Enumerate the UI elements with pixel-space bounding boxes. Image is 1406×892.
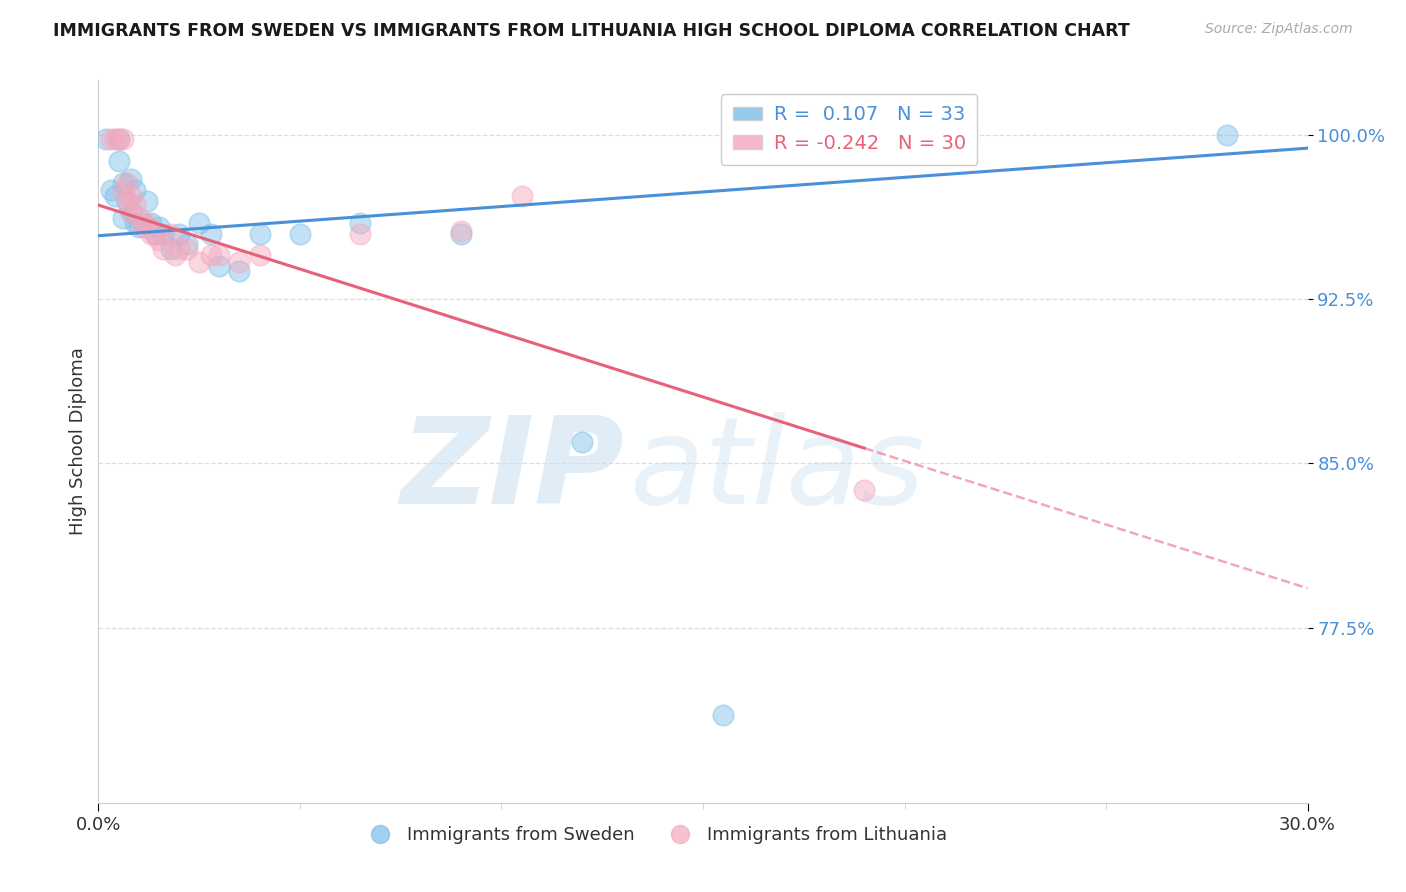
Point (128, 211, 150, 226)
Point (103, 189, 125, 203)
Point (120, 189, 142, 203)
Point (571, 434, 593, 449)
Text: ZIP: ZIP (401, 412, 624, 529)
Point (208, 248, 231, 262)
Text: Source: ZipAtlas.com: Source: ZipAtlas.com (1205, 22, 1353, 37)
Point (120, 204, 142, 219)
Point (143, 227, 166, 241)
Point (111, 132, 134, 146)
Point (163, 248, 186, 262)
Point (132, 219, 155, 234)
Point (135, 216, 157, 230)
Point (111, 176, 134, 190)
Legend: Immigrants from Sweden, Immigrants from Lithuania: Immigrants from Sweden, Immigrants from … (354, 819, 955, 852)
Point (167, 242, 190, 256)
Point (120, 171, 142, 186)
Point (100, 183, 122, 197)
Point (143, 227, 166, 241)
Point (853, 483, 876, 497)
Point (288, 227, 311, 241)
Point (188, 255, 211, 269)
Point (115, 194, 138, 208)
Point (139, 227, 162, 241)
Point (124, 198, 146, 212)
Point (1216, 128, 1239, 142)
Point (107, 132, 129, 146)
Point (249, 227, 271, 241)
Point (176, 242, 198, 256)
Text: IMMIGRANTS FROM SWEDEN VS IMMIGRANTS FROM LITHUANIA HIGH SCHOOL DIPLOMA CORRELAT: IMMIGRANTS FROM SWEDEN VS IMMIGRANTS FRO… (53, 22, 1130, 40)
Point (208, 260, 231, 274)
Point (107, 154, 129, 169)
Point (115, 194, 138, 208)
Point (139, 216, 162, 230)
Point (124, 216, 146, 230)
Point (152, 227, 174, 241)
Point (111, 183, 134, 197)
Point (450, 224, 472, 238)
Point (135, 194, 157, 208)
Point (160, 242, 183, 256)
Point (96, 132, 118, 146)
Y-axis label: High School Diploma: High School Diploma (69, 348, 87, 535)
Point (120, 204, 142, 219)
Point (115, 176, 138, 190)
Point (228, 255, 250, 269)
Point (111, 211, 134, 226)
Point (148, 219, 170, 234)
Point (349, 227, 371, 241)
Point (124, 183, 146, 197)
Point (249, 248, 271, 262)
Point (128, 219, 150, 234)
Point (510, 189, 533, 203)
Point (176, 237, 198, 252)
Point (100, 132, 122, 146)
Point (450, 227, 472, 241)
Point (228, 264, 250, 278)
Point (103, 132, 125, 146)
Point (200, 227, 222, 241)
Point (200, 248, 222, 262)
Text: atlas: atlas (630, 412, 925, 529)
Point (152, 242, 174, 256)
Point (132, 216, 155, 230)
Point (107, 132, 129, 146)
Point (188, 216, 211, 230)
Point (148, 233, 170, 247)
Point (711, 708, 734, 723)
Point (167, 227, 190, 241)
Point (349, 216, 371, 230)
Point (160, 227, 183, 241)
